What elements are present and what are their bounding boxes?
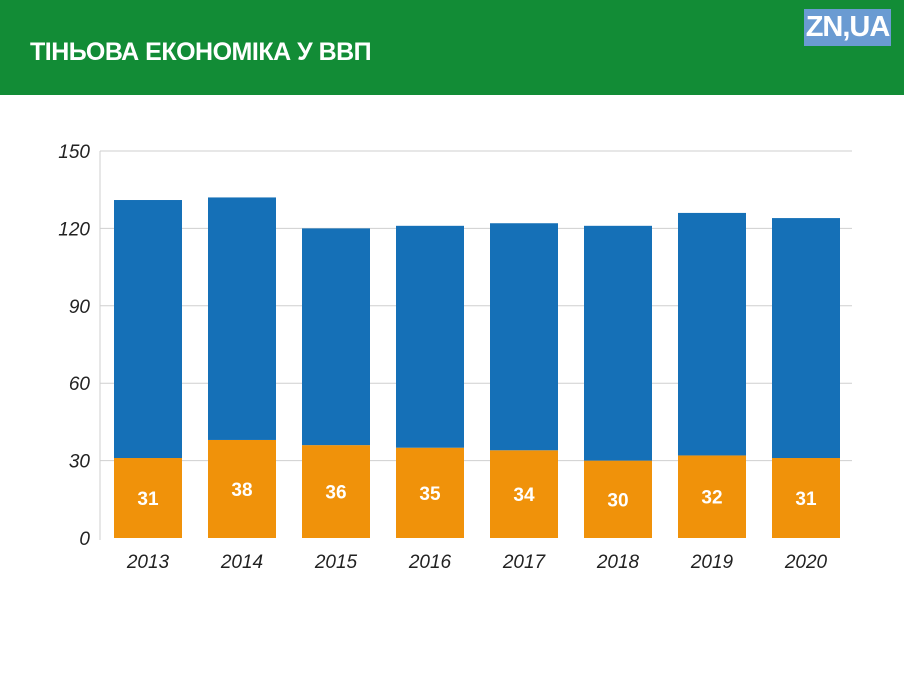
bar-remainder [772, 218, 840, 459]
bar-value-label: 31 [795, 489, 817, 510]
x-tick-label: 2018 [596, 552, 640, 573]
bar-value-label: 30 [607, 490, 628, 511]
bar-remainder [584, 225, 652, 461]
y-tick-label: 30 [69, 452, 91, 473]
bar-shadow [396, 447, 464, 538]
bar-value-label: 31 [137, 489, 159, 510]
page-title: ТІНЬОВА ЕКОНОМІКА У ВВП [30, 38, 372, 66]
bar-remainder [396, 225, 464, 448]
bar-shadow [114, 458, 182, 538]
header-bar: ТІНЬОВА ЕКОНОМІКА У ВВП ZN,UA [0, 0, 904, 95]
bar-remainder [208, 197, 276, 440]
y-tick-label: 60 [69, 374, 91, 395]
bar-shadow [208, 439, 276, 538]
y-tick-label: 120 [58, 219, 90, 240]
bar-shadow [678, 455, 746, 538]
bar-value-label: 38 [231, 480, 252, 501]
bar-shadow [490, 450, 558, 538]
x-tick-label: 2019 [690, 552, 734, 573]
bar-value-label: 34 [513, 485, 535, 506]
bar-shadow [772, 458, 840, 538]
bar-value-label: 36 [325, 483, 346, 504]
x-tick-label: 2016 [408, 552, 452, 573]
bar-shadow [302, 445, 370, 538]
bar-value-label: 35 [419, 484, 441, 505]
y-tick-label: 150 [58, 142, 90, 163]
x-tick-label: 2014 [220, 552, 263, 573]
bar-remainder [114, 200, 182, 459]
bar-remainder [490, 223, 558, 451]
bar-remainder [678, 212, 746, 456]
x-tick-label: 2015 [314, 552, 358, 573]
y-tick-label: 0 [79, 529, 90, 550]
bar-remainder [302, 228, 370, 446]
x-tick-label: 2017 [502, 552, 547, 573]
bar-value-label: 32 [701, 488, 722, 509]
bar-shadow [584, 460, 652, 538]
zn-ua-logo[interactable]: ZN,UA [804, 9, 891, 46]
x-tick-label: 2013 [126, 552, 170, 573]
y-tick-label: 90 [69, 297, 91, 318]
x-tick-label: 2020 [784, 552, 828, 573]
